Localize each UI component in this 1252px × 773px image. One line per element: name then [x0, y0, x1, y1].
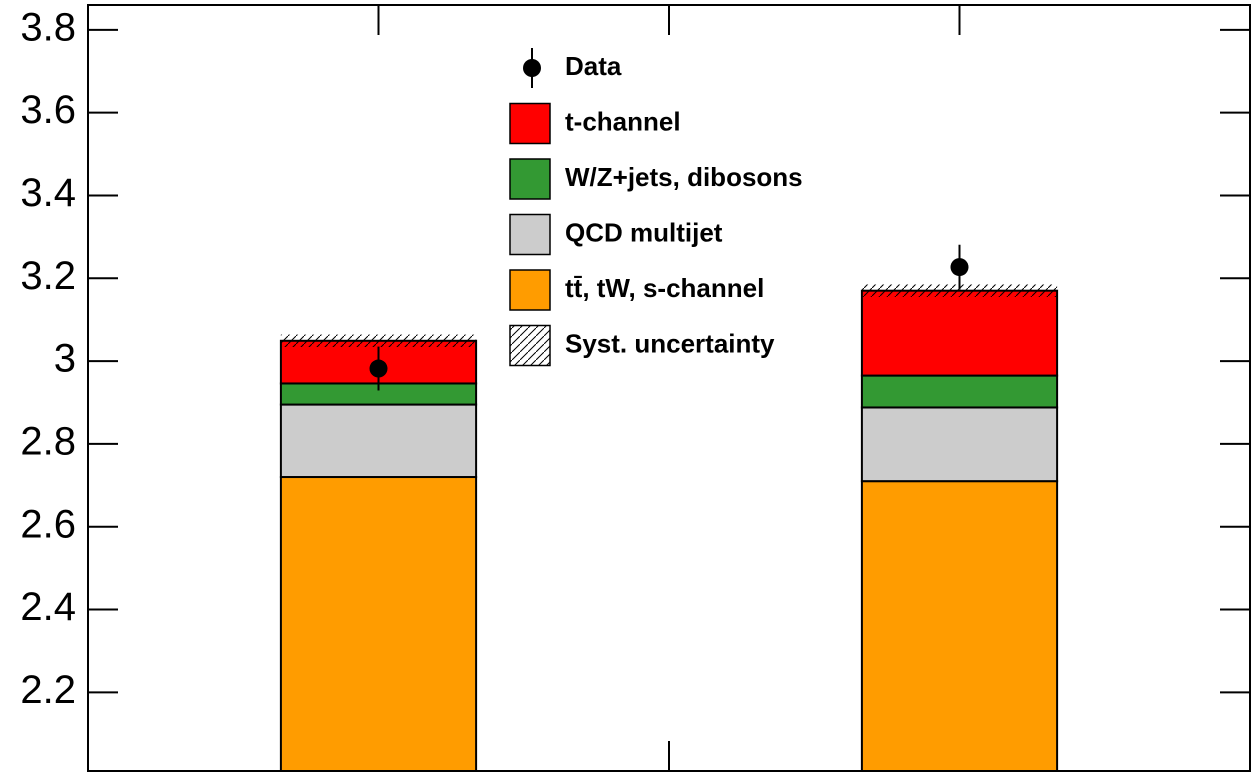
- legend-label: QCD multijet: [565, 217, 723, 247]
- bar-segment: [860, 289, 1059, 377]
- y-tick-label: 2.4: [20, 585, 76, 629]
- legend-marker: [509, 158, 551, 200]
- y-tick-label: 3: [54, 337, 76, 381]
- bar-segment: [860, 374, 1059, 409]
- uncertainty-band: [861, 284, 1058, 297]
- bar-segment: [860, 406, 1059, 483]
- y-tick-label: 2.6: [20, 502, 76, 546]
- legend-label: t-channel: [565, 106, 681, 136]
- y-tick-label: 3.4: [20, 171, 76, 215]
- legend-label: W/Z+jets, dibosons: [565, 162, 803, 192]
- legend-label: Syst. uncertainty: [565, 328, 775, 358]
- legend-label: Data: [565, 51, 622, 81]
- uncertainty-band: [280, 334, 477, 348]
- bar-segment: [860, 480, 1059, 772]
- data-point: [950, 258, 969, 277]
- legend-marker: [509, 269, 551, 311]
- y-tick-label: 3.6: [20, 88, 76, 132]
- legend-label: tt̄, tW, s-channel: [565, 273, 764, 303]
- legend-marker: [523, 59, 541, 77]
- legend-marker: [509, 213, 551, 256]
- data-point: [369, 359, 388, 378]
- y-tick-label: 2.8: [20, 419, 76, 463]
- y-tick-label: 2.2: [20, 668, 76, 712]
- y-tick-label: 3.8: [20, 5, 76, 49]
- legend-marker: [509, 102, 551, 145]
- y-tick-label: 3.2: [20, 254, 76, 298]
- bar-segment: [279, 476, 478, 772]
- legend-marker: [509, 324, 551, 367]
- bar-segment: [279, 403, 478, 479]
